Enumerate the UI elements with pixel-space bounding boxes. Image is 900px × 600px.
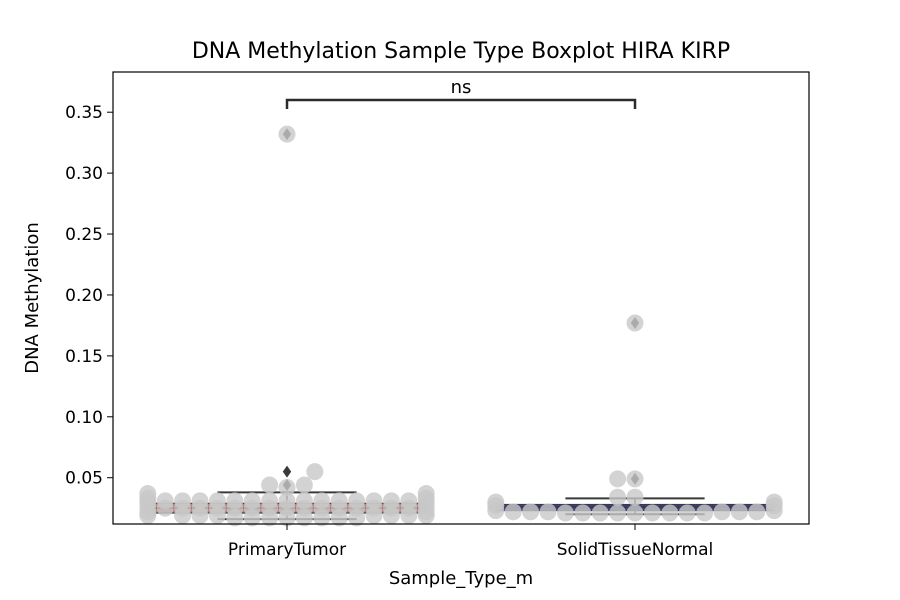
x-axis: PrimaryTumor SolidTissueNormal: [228, 524, 713, 560]
significance-bracket: [285, 98, 637, 110]
swarm-point: [174, 492, 192, 510]
x-axis-label: Sample_Type_m: [389, 568, 533, 589]
y-tick-label: 0.30: [65, 164, 103, 184]
swarm-point: [156, 492, 174, 510]
swarm-point: [139, 485, 157, 503]
swarm-point: [487, 493, 505, 511]
swarm-point: [765, 493, 783, 511]
swarm-point: [609, 488, 627, 506]
swarm-point: [261, 492, 279, 510]
swarm-point: [417, 485, 435, 503]
plot-frame: [112, 71, 810, 525]
x-tick-label: PrimaryTumor: [228, 540, 346, 560]
significance-label: ns: [451, 77, 472, 98]
swarm-point: [295, 492, 313, 510]
swarm-point: [626, 504, 644, 522]
swarm-point: [609, 504, 627, 522]
swarm-point: [400, 492, 418, 510]
swarm-point: [643, 504, 661, 522]
swarm-point: [191, 492, 209, 510]
box-PrimaryTumor: [147, 128, 427, 521]
y-tick-label: 0.20: [65, 286, 103, 306]
chart-title: DNA Methylation Sample Type Boxplot HIRA…: [192, 39, 730, 64]
swarm-point: [730, 503, 748, 521]
swarm-point: [661, 504, 679, 522]
swarm-point: [748, 503, 766, 521]
y-axis-label: DNA Methylation: [22, 222, 43, 374]
swarm-point: [696, 504, 714, 522]
swarm-point: [295, 476, 313, 494]
swarm-point: [243, 492, 261, 510]
significance-annotation: ns: [285, 77, 637, 110]
swarm-point: [278, 492, 296, 510]
swarm-point: [382, 492, 400, 510]
swarm-point: [208, 492, 226, 510]
swarm-point: [609, 470, 627, 488]
y-tick-label: 0.25: [65, 225, 103, 245]
y-tick-label: 0.10: [65, 408, 103, 428]
y-tick-label: 0.35: [65, 103, 103, 123]
y-tick-label: 0.15: [65, 347, 103, 367]
swarm-point: [574, 504, 592, 522]
swarm-point: [539, 503, 557, 521]
swarm-point: [226, 492, 244, 510]
swarm-point: [591, 504, 609, 522]
swarm-point: [522, 503, 540, 521]
swarm-point: [365, 492, 383, 510]
outlier-marker: [282, 465, 292, 478]
plot-area: [139, 125, 783, 527]
swarm-point: [678, 504, 696, 522]
swarm-point: [306, 463, 324, 481]
swarm-point: [330, 492, 348, 510]
swarm-point: [313, 492, 331, 510]
x-tick-label: SolidTissueNormal: [557, 540, 713, 560]
swarm-point: [278, 125, 296, 143]
y-tick-label: 0.05: [65, 469, 103, 489]
swarm-point: [504, 503, 522, 521]
swarm-SolidTissueNormal: [487, 314, 783, 522]
swarm-point: [626, 314, 644, 332]
swarm-point: [261, 476, 279, 494]
swarm-point: [348, 492, 366, 510]
swarm-point: [556, 504, 574, 522]
swarm-point: [278, 478, 296, 496]
swarm-point: [626, 470, 644, 488]
swarm-point: [713, 503, 731, 521]
swarm-PrimaryTumor: [139, 125, 435, 527]
swarm-point: [626, 488, 644, 506]
y-axis: 0.05 0.10 0.15 0.20 0.25 0.30 0.35: [65, 103, 113, 489]
